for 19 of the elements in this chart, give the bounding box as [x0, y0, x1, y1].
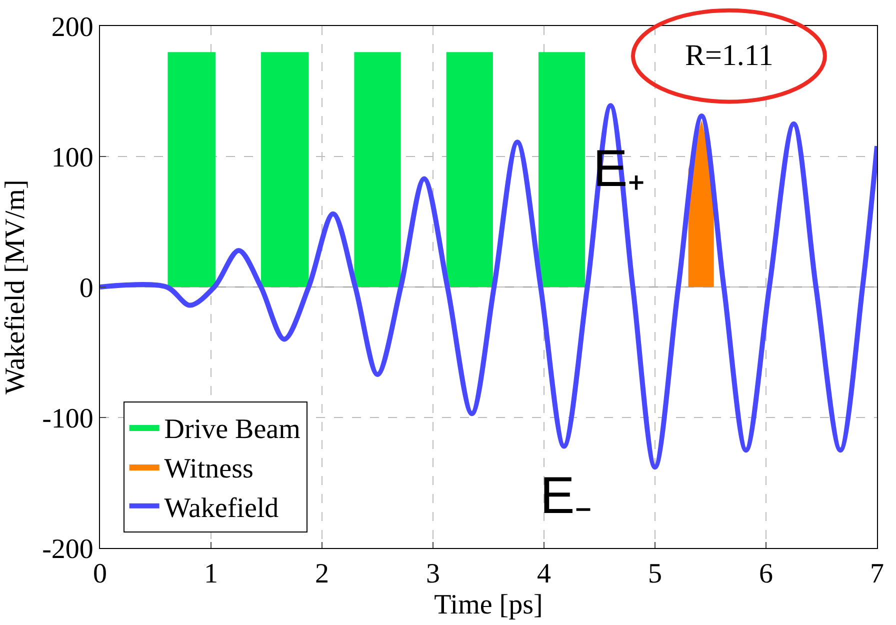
y-tick-label: -100 — [42, 403, 94, 434]
y-tick-label: 200 — [51, 12, 94, 43]
annotation: R=1.11 — [685, 39, 774, 72]
annotation: E₋ — [540, 467, 593, 525]
y-tick-label: 100 — [51, 142, 94, 174]
x-tick-label: 5 — [648, 558, 662, 590]
legend-label: Witness — [164, 453, 254, 484]
x-tick-label: 7 — [870, 558, 884, 590]
x-tick-label: 4 — [537, 558, 551, 590]
y-tick-label: -200 — [42, 534, 94, 565]
legend-label: Wakefield — [164, 492, 279, 524]
x-tick-label: 2 — [315, 558, 329, 590]
x-tick-label: 1 — [204, 558, 218, 590]
y-axis-title: Wakefield [MV/m] — [0, 180, 31, 394]
legend-label: Drive Beam — [164, 414, 301, 445]
x-tick-label: 6 — [759, 558, 773, 590]
x-axis-title: Time [ps] — [434, 590, 543, 621]
y-tick-label: 0 — [79, 272, 94, 304]
x-tick-label: 3 — [426, 558, 440, 590]
